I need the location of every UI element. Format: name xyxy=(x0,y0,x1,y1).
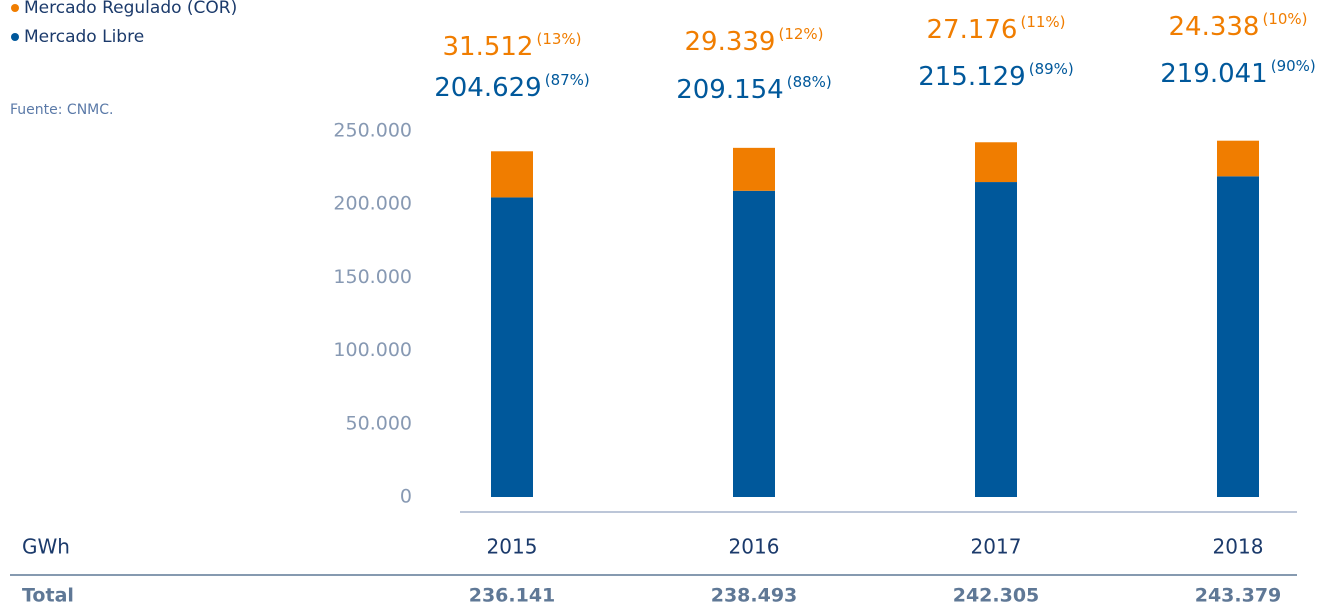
x-tick-label: 2018 xyxy=(1213,535,1264,559)
y-tick-label: 250.000 xyxy=(333,120,412,142)
x-tick-label: 2017 xyxy=(971,535,1022,559)
x-tick-label: 2015 xyxy=(487,535,538,559)
data-label: 209.154 (88%) xyxy=(676,73,832,105)
data-label-share: (88%) xyxy=(787,73,832,91)
y-tick-label: 100.000 xyxy=(333,339,412,361)
total-value: 236.141 xyxy=(469,585,556,607)
data-label-value: 209.154 xyxy=(676,75,784,105)
y-tick-label: 0 xyxy=(400,486,412,508)
data-label-value: 215.129 xyxy=(918,62,1026,92)
data-label-share: (87%) xyxy=(545,71,590,89)
bar-segment xyxy=(491,151,533,198)
source-note: Fuente: CNMC. xyxy=(10,102,113,118)
data-label-value: 219.041 xyxy=(1160,59,1268,89)
bar-segment xyxy=(1217,140,1259,177)
x-axis-label: GWh xyxy=(22,535,70,559)
data-label-share: (89%) xyxy=(1029,60,1074,78)
data-label-share: (11%) xyxy=(1020,13,1065,31)
legend-label: Mercado Libre xyxy=(24,27,144,47)
data-label-share: (13%) xyxy=(536,30,581,48)
total-value: 243.379 xyxy=(1195,585,1282,607)
data-label-value: 27.176 xyxy=(926,15,1017,45)
data-label: 204.629 (87%) xyxy=(434,71,590,103)
data-label: 24.338 (10%) xyxy=(1168,10,1307,42)
total-value: 238.493 xyxy=(711,585,798,607)
bar-segment xyxy=(1217,176,1259,497)
total-value: 242.305 xyxy=(953,585,1040,607)
data-label-share: (90%) xyxy=(1271,57,1316,75)
bar-segment xyxy=(975,182,1017,497)
data-label: 215.129 (89%) xyxy=(918,60,1074,92)
data-label-value: 31.512 xyxy=(442,32,533,62)
data-label-share: (10%) xyxy=(1262,10,1307,28)
data-label-share: (12%) xyxy=(778,25,823,43)
y-tick-label: 150.000 xyxy=(333,266,412,288)
data-label: 219.041 (90%) xyxy=(1160,57,1316,89)
data-label-value: 29.339 xyxy=(684,27,775,57)
data-label: 29.339 (12%) xyxy=(684,25,823,57)
y-tick-label: 200.000 xyxy=(333,193,412,215)
x-tick-label: 2016 xyxy=(729,535,780,559)
bar-segment xyxy=(491,197,533,497)
total-label: Total xyxy=(22,585,74,607)
data-label-value: 204.629 xyxy=(434,73,542,103)
bar-segment xyxy=(975,142,1017,183)
data-label-value: 24.338 xyxy=(1168,12,1259,42)
legend-marker xyxy=(11,33,19,41)
bar-segment xyxy=(733,190,775,498)
data-label: 31.512 (13%) xyxy=(442,30,581,62)
y-tick-label: 50.000 xyxy=(346,412,412,434)
data-label: 27.176 (11%) xyxy=(926,13,1065,45)
legend-label: Mercado Regulado (COR) xyxy=(24,0,237,18)
legend-marker xyxy=(11,4,19,12)
bar-segment xyxy=(733,147,775,191)
